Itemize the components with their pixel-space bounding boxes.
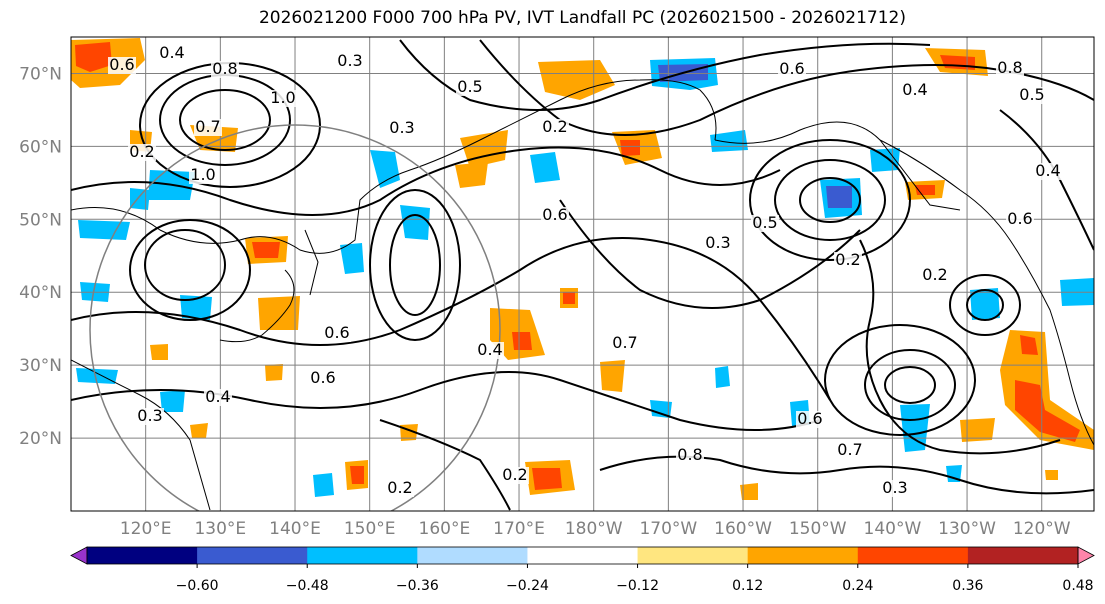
contour-label: 0.3 xyxy=(705,233,730,252)
contour-label: 1.0 xyxy=(270,88,295,107)
contour-label: 0.6 xyxy=(109,55,134,74)
colorbar-segment xyxy=(87,547,198,564)
contour-label: 0.7 xyxy=(837,440,862,459)
latitude-labels: 70°N 60°N 50°N 40°N 30°N 20°N xyxy=(19,64,62,449)
colorbar-segment xyxy=(637,547,749,564)
colorbar-tick-label: −0.24 xyxy=(506,578,549,594)
lat-label: 30°N xyxy=(19,356,62,376)
contour-label: 0.5 xyxy=(1019,85,1044,104)
contour-label: 0.8 xyxy=(677,445,702,464)
contour-label: 0.3 xyxy=(389,118,414,137)
graticule xyxy=(71,37,1094,511)
colorbar-tick-label: 0.36 xyxy=(952,578,983,594)
colorbar-tick-label: −0.48 xyxy=(286,578,329,594)
contour-label: 0.2 xyxy=(129,142,154,161)
lon-label: 180°W xyxy=(565,519,623,539)
lon-label: 130°W xyxy=(938,519,996,539)
lon-label: 160°W xyxy=(714,519,772,539)
colorbar-tick-label: −0.60 xyxy=(176,578,219,594)
lon-label: 140°W xyxy=(864,519,922,539)
lon-label: 130°E xyxy=(194,519,246,539)
lat-label: 40°N xyxy=(19,283,62,303)
contour-label: 0.4 xyxy=(1035,161,1060,180)
contour-label: 0.6 xyxy=(542,205,567,224)
colorbar-tick-label: 0.24 xyxy=(842,578,873,594)
lon-label: 170°W xyxy=(639,519,697,539)
colorbar-segment xyxy=(747,547,859,564)
colorbar-segment xyxy=(527,547,639,564)
contour-label: 0.2 xyxy=(922,265,947,284)
colorbar-segment xyxy=(857,547,969,564)
colorbar-tick-label: −0.36 xyxy=(396,578,439,594)
colorbar-tick-label: −0.12 xyxy=(616,578,659,594)
contour-label: 1.0 xyxy=(190,165,215,184)
contour-label: 0.2 xyxy=(835,250,860,269)
contour-label: 0.6 xyxy=(324,323,349,342)
lat-label: 50°N xyxy=(19,210,62,230)
lat-label: 60°N xyxy=(19,137,62,157)
lon-label: 120°E xyxy=(120,519,172,539)
map-frame xyxy=(70,36,1095,512)
colorbar-segment xyxy=(307,547,418,564)
contour-label: 0.4 xyxy=(159,43,184,62)
lat-label: 20°N xyxy=(19,429,62,449)
contour-label: 0.3 xyxy=(882,478,907,497)
colorbar-extend-low xyxy=(70,546,88,565)
contour-label: 0.6 xyxy=(779,59,804,78)
longitude-labels: 120°E 130°E 140°E 150°E 160°E 170°E 180°W 170°W… xyxy=(120,519,1071,539)
colorbar-tick-label: 0.12 xyxy=(732,578,763,594)
contour-label: 0.5 xyxy=(457,77,482,96)
contour-label: 0.6 xyxy=(1007,209,1032,228)
contour-label: 0.7 xyxy=(612,333,637,352)
reference-circle xyxy=(89,124,501,511)
contour-label: 0.6 xyxy=(797,409,822,428)
contour-label: 0.2 xyxy=(387,478,412,497)
contour-label: 0.7 xyxy=(195,117,220,136)
colorbar-tick-label: 0.48 xyxy=(1062,578,1093,594)
lat-label: 70°N xyxy=(19,64,62,84)
lon-label: 170°E xyxy=(493,519,545,539)
contour-label: 0.3 xyxy=(337,51,362,70)
map-title: 2026021200 F000 700 hPa PV, IVT Landfall… xyxy=(258,8,906,28)
contour-label: 0.6 xyxy=(310,368,335,387)
contour-label: 0.4 xyxy=(205,387,230,406)
lon-label: 150°W xyxy=(789,519,847,539)
colorbar: −0.60 −0.48 −0.36 −0.24 −0.12 0.12 0.24 0.36 0.4… xyxy=(70,546,1095,594)
contour-label: 0.4 xyxy=(477,340,502,359)
colorbar-segment xyxy=(417,547,528,564)
contour-label: 0.8 xyxy=(212,59,237,78)
contour-label: 0.2 xyxy=(542,117,567,136)
contour-label: 0.3 xyxy=(137,406,162,425)
colorbar-segment xyxy=(967,547,1079,564)
lon-label: 160°E xyxy=(419,519,471,539)
lon-label: 150°E xyxy=(344,519,396,539)
contour-labels: 0.6 0.4 0.8 1.0 0.3 0.5 0.7 0.2 1.0 0.6 0.4 0.8 0.5 0… xyxy=(108,43,1062,497)
contour-label: 0.5 xyxy=(752,213,777,232)
lon-label: 120°W xyxy=(1013,519,1071,539)
contour-label: 0.4 xyxy=(902,80,927,99)
contour-label: 0.2 xyxy=(502,465,527,484)
coastlines xyxy=(71,79,1094,511)
contour-label: 0.8 xyxy=(997,58,1022,77)
colorbar-extend-high xyxy=(1077,546,1095,565)
lon-label: 140°E xyxy=(269,519,321,539)
colorbar-segment xyxy=(197,547,308,564)
